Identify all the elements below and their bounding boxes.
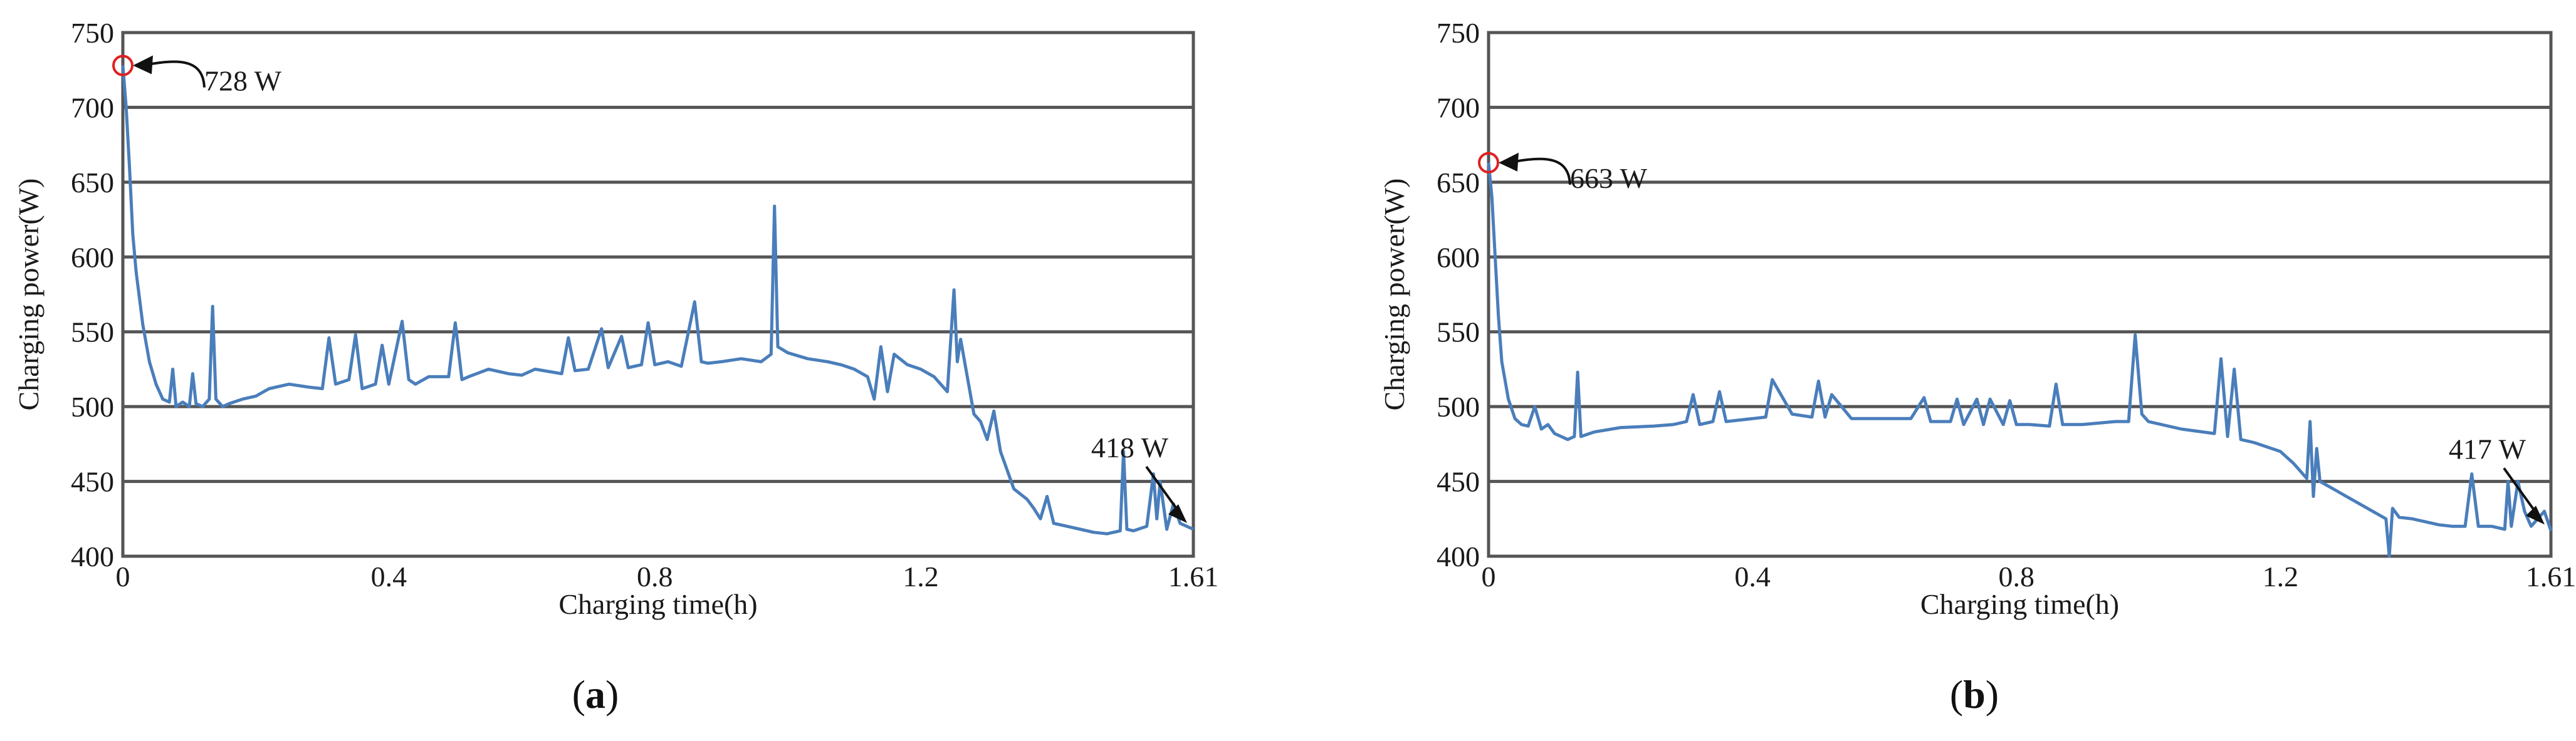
x-axis-label: Charging time(h) — [1920, 588, 2119, 620]
peak-marker — [1478, 152, 1499, 174]
y-axis-label: Charging power(W) — [13, 179, 45, 411]
x-tick-label: 1.61 — [2526, 561, 2576, 593]
y-tick-label: 750 — [1437, 17, 1480, 49]
peak-marker — [112, 54, 134, 76]
y-tick-label: 750 — [71, 17, 114, 49]
y-tick-label: 650 — [71, 167, 114, 199]
arrow-head — [1168, 504, 1187, 524]
x-tick-label: 0.8 — [1998, 561, 2034, 593]
panel-label-letter: b — [1963, 672, 1986, 717]
plot-frame — [1487, 31, 2553, 558]
x-tick-labels: 0 0.4 0.8 1.2 1.61 — [116, 561, 1219, 593]
x-tick-label: 1.2 — [2263, 561, 2299, 593]
y-tick-labels: 400 450 500 550 600 650 700 750 — [1437, 17, 1480, 573]
series-line — [1487, 162, 2553, 558]
y-tick-labels: 400 450 500 550 600 650 700 750 — [71, 17, 114, 573]
y-tick-label: 450 — [71, 466, 114, 498]
annotation-label: 418 W — [1091, 432, 1169, 464]
panel-label: (a) — [572, 672, 619, 717]
gridlines — [123, 31, 1193, 558]
y-tick-label: 550 — [71, 316, 114, 348]
annotation-arrow — [149, 60, 206, 88]
annotation-label: 663 W — [1570, 162, 1648, 194]
annotations: 663 W 417 W — [1478, 152, 2545, 525]
y-tick-label: 450 — [1437, 466, 1480, 498]
gridlines — [1489, 31, 2551, 558]
arrow-head — [1499, 152, 1519, 172]
y-tick-label: 600 — [1437, 241, 1480, 273]
annotations: 728 W 418 W — [112, 54, 1187, 524]
y-tick-label: 500 — [71, 391, 114, 423]
y-axis-label: Charging power(W) — [1378, 179, 1410, 411]
y-tick-label: 500 — [1437, 391, 1480, 423]
y-tick-label: 400 — [1437, 541, 1480, 573]
annotation-arrow — [1514, 157, 1571, 185]
y-tick-label: 650 — [1437, 167, 1480, 199]
y-tick-label: 550 — [1437, 316, 1480, 348]
x-axis-label: Charging time(h) — [558, 588, 757, 620]
y-tick-label: 400 — [71, 541, 114, 573]
x-tick-labels: 0 0.4 0.8 1.2 1.61 — [1482, 561, 2576, 593]
panel-label: (b) — [1950, 672, 1999, 717]
x-tick-label: 0.8 — [637, 561, 673, 593]
x-tick-label: 1.61 — [1168, 561, 1219, 593]
x-tick-label: 0 — [116, 561, 130, 593]
x-tick-label: 0.4 — [1734, 561, 1771, 593]
y-tick-label: 700 — [1437, 91, 1480, 123]
arrow-head — [133, 55, 153, 75]
annotation-label: 417 W — [2449, 433, 2526, 465]
x-tick-label: 0.4 — [371, 561, 407, 593]
panel-label-letter: a — [585, 672, 605, 717]
y-tick-label: 600 — [71, 241, 114, 273]
y-tick-label: 700 — [71, 91, 114, 123]
annotation-label: 728 W — [204, 65, 282, 97]
series-line — [121, 65, 1195, 536]
arrow-head — [2526, 505, 2545, 525]
x-tick-label: 1.2 — [903, 561, 939, 593]
plot-frame — [121, 31, 1195, 558]
x-tick-label: 0 — [1482, 561, 1496, 593]
